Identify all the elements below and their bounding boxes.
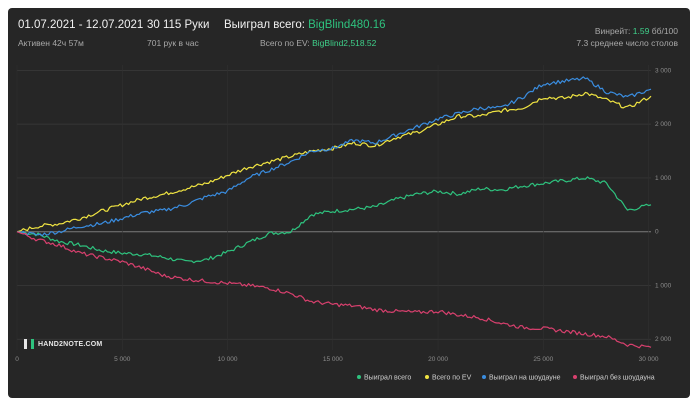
y-tick-label: 1 000	[655, 175, 672, 182]
y-tick-label: 2 000	[655, 336, 672, 343]
winrate-label: Винрейт:	[594, 26, 631, 36]
axis-ticks: 3 000 2 000 1 000 0 1 000 2 000 0 5 000 10 000 15…	[15, 67, 671, 363]
x-tick-label: 5 000	[114, 356, 131, 363]
logo-icon	[24, 339, 34, 349]
hands-count: 30 115 Руки	[147, 19, 210, 31]
x-tick-label: 25 000	[533, 356, 553, 363]
ev-total: Всего по EV: BigBlind2,518.52	[260, 38, 376, 48]
graph-panel: 01.07.2021 - 12.07.2021 Активен 42ч 57м …	[8, 8, 690, 398]
x-tick-label: 20 000	[428, 356, 448, 363]
winrate-value: 1.59	[632, 26, 650, 36]
x-tick-label: 15 000	[323, 356, 343, 363]
legend-marker	[573, 375, 577, 379]
logo-text: HAND2NOTE.COM	[38, 340, 103, 348]
legend-label[interactable]: Выиграл всего	[364, 375, 411, 382]
y-tick-label: 0	[655, 229, 659, 236]
hand2note-logo: HAND2NOTE.COM	[24, 339, 102, 349]
series-line	[16, 76, 652, 237]
legend: Выиграл всего Всего по EV Выиграл на шоуда…	[357, 374, 655, 382]
x-tick-label: 10 000	[218, 356, 238, 363]
winrate-suffix: бб/100	[651, 26, 678, 36]
ev-label: Всего по EV:	[260, 38, 310, 48]
legend-label[interactable]: Всего по EV	[432, 375, 472, 382]
hands-per-hour: 701 рук в час	[147, 38, 199, 48]
series-line	[16, 91, 652, 233]
series-line	[16, 231, 652, 349]
legend-marker	[425, 375, 429, 379]
series-lines	[16, 76, 652, 349]
avg-tables: 7.3 среднее число столов	[576, 38, 678, 48]
x-tick-label: 0	[15, 356, 19, 363]
results-chart: 3 000 2 000 1 000 0 1 000 2 000 0 5 000 10 000 15…	[15, 65, 672, 382]
y-tick-label: 1 000	[655, 282, 672, 289]
grid	[16, 65, 651, 350]
date-range: 01.07.2021 - 12.07.2021	[18, 19, 144, 31]
won-total-value: BigBlind480.16	[308, 19, 386, 31]
active-time: Активен 42ч 57м	[18, 38, 84, 48]
legend-marker	[482, 375, 486, 379]
ev-value: BigBlind2,518.52	[312, 38, 377, 48]
winrate: Винрейт: 1.59 бб/100	[595, 26, 678, 36]
legend-marker	[357, 375, 361, 379]
y-tick-label: 2 000	[655, 121, 672, 128]
won-total-label: Выиграл всего:	[224, 19, 305, 31]
series-line	[16, 176, 652, 264]
y-tick-label: 3 000	[655, 67, 672, 74]
legend-label[interactable]: Выиграл на шоудауне	[489, 375, 561, 382]
won-total: Выиграл всего: BigBlind480.16	[224, 19, 386, 31]
legend-label[interactable]: Выиграл без шоудауна	[580, 374, 655, 382]
x-tick-label: 30 000	[639, 356, 659, 363]
